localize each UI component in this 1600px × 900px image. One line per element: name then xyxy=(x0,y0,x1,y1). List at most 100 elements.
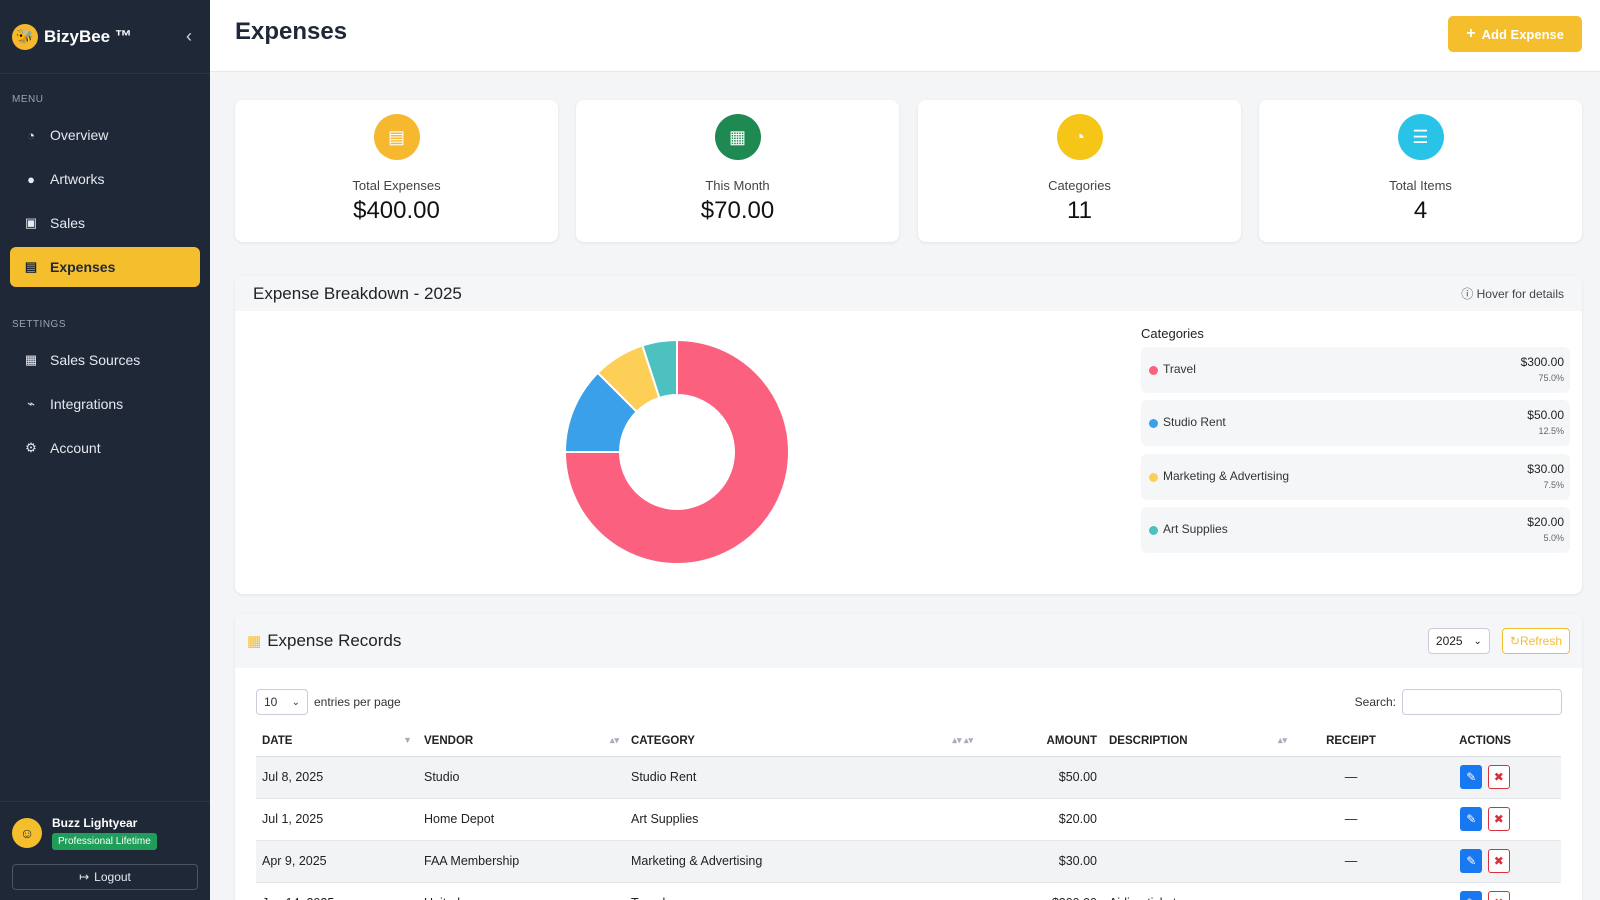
breakdown-header: Expense Breakdown - 2025 ⓘ Hover for det… xyxy=(235,276,1582,311)
sidebar-item-integrations[interactable]: ⌁ Integrations xyxy=(10,384,200,424)
plug-icon: ⌁ xyxy=(27,396,35,411)
cell-vendor: Studio xyxy=(418,756,625,799)
category-row-travel[interactable]: Travel $300.00 75.0% xyxy=(1141,347,1570,393)
chevron-down-icon: ⌄ xyxy=(1473,635,1482,647)
cell-category: Art Supplies xyxy=(625,798,979,841)
category-name: Art Supplies xyxy=(1163,522,1228,536)
column-header-description[interactable]: DESCRIPTION ▴▾ xyxy=(1103,726,1293,757)
donut-slice-art-supplies[interactable] xyxy=(641,338,678,400)
pie-chart-icon: ◔ xyxy=(27,127,35,143)
plan-badge: Professional Lifetime xyxy=(52,833,157,850)
cell-receipt: — xyxy=(1293,798,1409,841)
category-row-art-supplies[interactable]: Art Supplies $20.00 5.0% xyxy=(1141,507,1570,553)
column-header-date[interactable]: DATE ▼ xyxy=(256,726,418,757)
refresh-button[interactable]: ↻ Refresh xyxy=(1501,628,1570,654)
sidebar-item-sales-sources[interactable]: ▦ Sales Sources xyxy=(10,340,200,380)
entries-per-page-select[interactable]: 10 ⌄ xyxy=(256,689,308,715)
cell-amount: $20.00 xyxy=(979,798,1103,841)
column-label: VENDOR xyxy=(424,734,474,747)
cell-description xyxy=(1103,798,1293,841)
year-select-value: 2025 xyxy=(1435,634,1463,648)
search-input[interactable] xyxy=(1402,689,1562,715)
brand-header: 🐝 BizyBee ™ ‹ xyxy=(0,0,210,74)
cell-category: Studio Rent xyxy=(625,756,979,799)
stat-value: $70.00 xyxy=(700,197,775,224)
edit-button[interactable]: ✎ xyxy=(1460,807,1483,831)
column-label: CATEGORY xyxy=(631,734,695,747)
add-expense-button[interactable]: + Add Expense xyxy=(1448,16,1582,52)
trash-icon: ✖ xyxy=(1493,854,1504,868)
breakdown-title: Expense Breakdown - 2025 xyxy=(253,283,462,303)
search-label: Search: xyxy=(1354,695,1396,709)
cell-actions: ✎ ✖ xyxy=(1409,840,1561,883)
cell-receipt: — xyxy=(1293,882,1409,900)
donut-chart[interactable] xyxy=(565,324,815,584)
sidebar-item-label: Sales xyxy=(50,215,86,231)
cell-amount: $300.00 xyxy=(979,882,1103,900)
category-percent: 7.5% xyxy=(1543,480,1564,490)
stat-card-total-items: ☰ Total Items 4 xyxy=(1259,100,1582,242)
table-row: Jul 1, 2025 Home Depot Art Supplies $20.… xyxy=(256,798,1561,841)
refresh-label: Refresh xyxy=(1519,634,1562,648)
edit-icon: ✎ xyxy=(1466,896,1476,900)
column-header-actions: ACTIONS xyxy=(1409,726,1561,757)
column-header-amount[interactable]: AMOUNT xyxy=(979,726,1103,757)
entries-value: 10 xyxy=(264,695,278,709)
cell-amount: $30.00 xyxy=(979,840,1103,883)
sidebar-item-overview[interactable]: ◔ Overview xyxy=(10,115,200,155)
column-header-category[interactable]: CATEGORY ▴▾ ▴▾ xyxy=(625,726,979,757)
cell-actions: ✎ ✖ xyxy=(1409,798,1561,841)
sort-icon: ▴▾ xyxy=(1277,735,1287,745)
add-expense-label: Add Expense xyxy=(1481,26,1564,42)
edit-button[interactable]: ✎ xyxy=(1460,849,1483,873)
category-row-marketing[interactable]: Marketing & Advertising $30.00 7.5% xyxy=(1141,454,1570,500)
sort-icon: ▴▾ ▴▾ xyxy=(952,735,973,745)
category-percent: 12.5% xyxy=(1538,426,1564,436)
legend-dot xyxy=(1149,526,1158,535)
column-label: DESCRIPTION xyxy=(1109,734,1188,747)
sidebar-item-label: Integrations xyxy=(50,396,124,412)
refresh-icon: ↻ xyxy=(1509,634,1520,648)
logout-icon: ↦ xyxy=(79,870,90,884)
legend-dot xyxy=(1149,366,1158,375)
hover-hint-text: Hover for details xyxy=(1476,287,1564,301)
category-row-studio-rent[interactable]: Studio Rent $50.00 12.5% xyxy=(1141,400,1570,446)
edit-icon: ✎ xyxy=(1466,812,1477,826)
calendar-icon: ▦ xyxy=(714,114,761,160)
hover-hint: ⓘ Hover for details xyxy=(1461,285,1564,302)
cell-date: Jul 8, 2025 xyxy=(256,756,418,799)
sidebar-item-sales[interactable]: ▣ Sales xyxy=(10,203,200,243)
delete-button[interactable]: ✖ xyxy=(1487,849,1510,873)
logout-button[interactable]: ↦ Logout xyxy=(12,864,198,890)
edit-button[interactable]: ✎ xyxy=(1460,765,1483,789)
sidebar-item-expenses[interactable]: ▤ Expenses xyxy=(10,247,200,287)
sidebar-item-account[interactable]: ⚙ Account xyxy=(10,428,200,468)
column-header-vendor[interactable]: VENDOR ▴▾ xyxy=(418,726,625,757)
chevron-left-icon[interactable]: ‹ xyxy=(186,26,192,46)
entries-label: entries per page xyxy=(314,695,401,709)
stat-card-total-expenses: ▤ Total Expenses $400.00 xyxy=(235,100,558,242)
stat-label: Total Items xyxy=(1389,178,1452,193)
cell-description xyxy=(1103,840,1293,883)
search-control: Search: xyxy=(1355,689,1562,715)
cell-actions: ✎ ✖ xyxy=(1409,882,1561,900)
delete-button[interactable]: ✖ xyxy=(1487,765,1510,789)
sidebar-item-label: Account xyxy=(50,440,101,456)
column-label: AMOUNT xyxy=(1046,734,1097,747)
stat-value: 4 xyxy=(1413,197,1428,224)
table-header-row: DATE ▼ VENDOR ▴▾ CATEGORY ▴▾ ▴▾ AMOUNT DESC… xyxy=(256,726,1561,757)
donut-slice-travel[interactable] xyxy=(565,338,790,565)
year-select[interactable]: 2025 ⌄ xyxy=(1427,628,1490,654)
stat-label: This Month xyxy=(705,178,770,193)
user-row: ☺ Buzz Lightyear Professional Lifetime xyxy=(12,816,198,850)
delete-button[interactable]: ✖ xyxy=(1487,891,1510,900)
cell-vendor: FAA Membership xyxy=(418,840,625,883)
table-row: Apr 9, 2025 FAA Membership Marketing & A… xyxy=(256,840,1561,883)
category-amount: $30.00 xyxy=(1527,462,1564,476)
trash-icon: ✖ xyxy=(1494,896,1504,900)
delete-button[interactable]: ✖ xyxy=(1487,807,1510,831)
cell-vendor: United xyxy=(418,882,625,900)
edit-button[interactable]: ✎ xyxy=(1460,891,1483,900)
sidebar-item-artworks[interactable]: ● Artworks xyxy=(10,159,200,199)
sidebar-item-label: Expenses xyxy=(50,259,116,275)
